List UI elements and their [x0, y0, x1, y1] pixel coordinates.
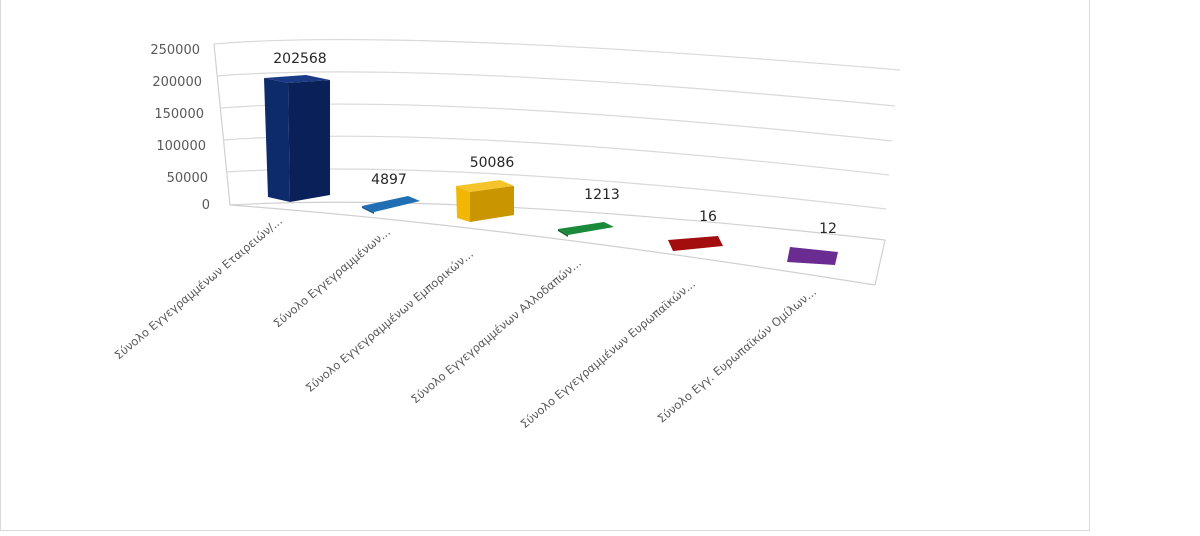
data-label: 12	[819, 221, 837, 237]
data-label: 1213	[584, 187, 620, 203]
y-tick: 250000	[150, 43, 200, 58]
bar-0[interactable]	[264, 75, 330, 202]
data-label: 202568	[273, 51, 326, 67]
y-axis: 250000 200000 150000 100000 50000 0	[150, 43, 210, 213]
chart-frame	[0, 0, 1090, 531]
x-tick-label: Σύνολο Εγγεγραμμένων Εταιρειών/...	[112, 214, 285, 363]
data-labels: 202568 4897 50086 1213 16 12	[273, 51, 837, 237]
bar-4[interactable]	[668, 236, 723, 251]
y-tick: 0	[202, 198, 210, 213]
data-label: 16	[699, 209, 717, 225]
x-tick-label: Σύνολο Εγγ. Ευρωπαϊκών Ομίλων...	[655, 285, 819, 426]
bar-1[interactable]	[362, 196, 420, 214]
gridlines	[213, 39, 901, 286]
bar-3[interactable]	[558, 222, 614, 237]
y-tick: 150000	[154, 107, 204, 122]
bar-2[interactable]	[456, 180, 514, 222]
data-label: 4897	[371, 172, 407, 188]
bar-5[interactable]	[787, 247, 838, 265]
x-tick-label: Σύνολο Εγγεγραμμένων...	[271, 225, 393, 331]
y-tick: 50000	[167, 171, 208, 186]
data-label: 50086	[470, 155, 515, 171]
y-tick: 200000	[152, 75, 202, 90]
y-tick: 100000	[156, 139, 206, 154]
